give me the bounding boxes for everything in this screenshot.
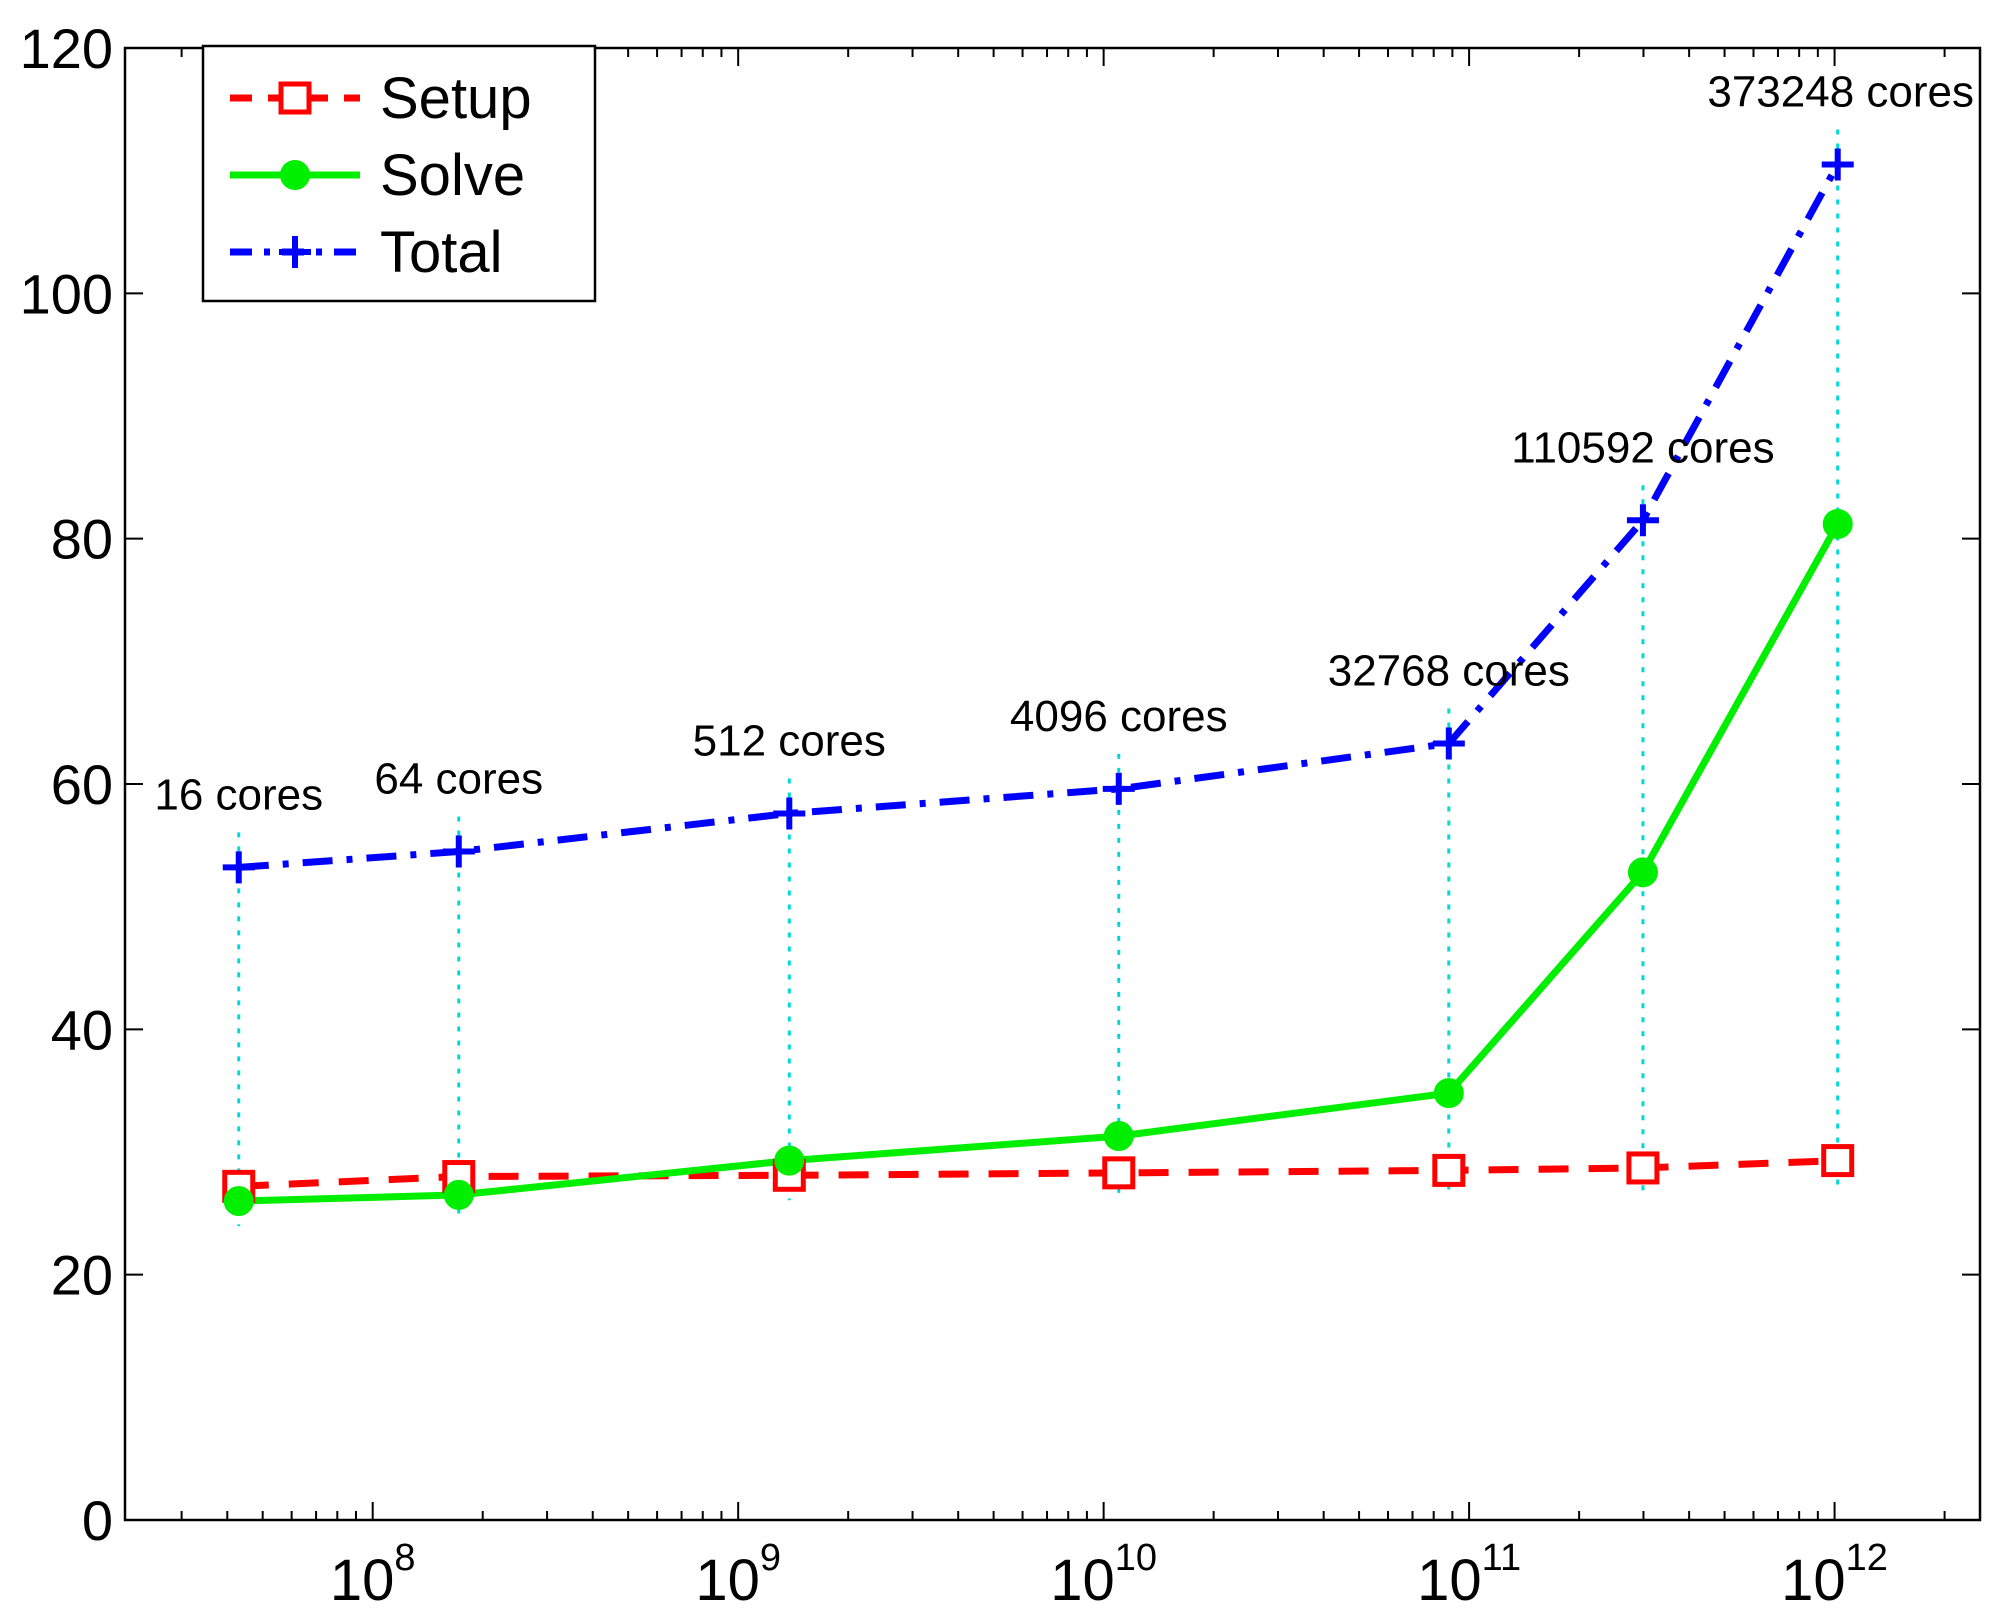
x-tick-label: 109	[695, 1537, 781, 1608]
solve-point	[1433, 1078, 1464, 1109]
total-point	[1626, 504, 1659, 537]
total-point	[222, 851, 255, 884]
x-tick-label: 1012	[1781, 1537, 1888, 1608]
axes: 0 20 40 60 80 100 120 108 109 1010 1011 1012	[20, 17, 1980, 1608]
series-markers	[222, 148, 1855, 1217]
legend: Setup Solve Total	[201, 44, 597, 303]
solve-point	[1103, 1121, 1134, 1152]
setup-point	[1626, 1151, 1660, 1185]
core-count-label: 110592 cores	[1511, 423, 1774, 472]
legend-solve-marker	[280, 160, 310, 190]
solve-point	[443, 1179, 474, 1210]
guide-lines	[237, 129, 1840, 1227]
total-point	[773, 797, 806, 830]
core-count-label: 512 cores	[693, 716, 886, 765]
y-tick-label: 80	[51, 508, 113, 571]
core-count-label: 373248 cores	[1707, 68, 1974, 117]
y-tick-label: 40	[51, 998, 113, 1061]
x-tick-label: 1010	[1050, 1537, 1157, 1608]
solve-point	[1822, 508, 1853, 539]
legend-solve-label: Solve	[380, 143, 525, 208]
y-tick-label: 20	[51, 1244, 113, 1307]
setup-series-line	[238, 1157, 1838, 1190]
x-tick-label: 108	[330, 1537, 416, 1608]
core-count-label: 32768 cores	[1328, 647, 1570, 696]
point-labels: 16 cores 64 cores 512 cores 4096 cores 32768…	[154, 68, 1974, 820]
setup-point	[1102, 1156, 1136, 1190]
core-count-label: 64 cores	[374, 754, 543, 803]
solve-point	[1627, 857, 1658, 888]
legend-total-marker	[279, 236, 311, 268]
setup-point	[1432, 1153, 1466, 1187]
series-lines	[238, 162, 1841, 1205]
solve-point	[223, 1186, 254, 1217]
core-count-label: 16 cores	[154, 770, 323, 819]
total-point	[1821, 148, 1854, 181]
total-point	[442, 835, 475, 868]
y-tick-label: 60	[51, 753, 113, 816]
core-count-label: 4096 cores	[1010, 692, 1228, 741]
setup-point	[1821, 1144, 1855, 1178]
solve-point	[774, 1145, 805, 1176]
legend-setup-label: Setup	[380, 66, 532, 131]
total-point	[1102, 772, 1135, 805]
total-point	[1432, 727, 1465, 760]
solve-series-line	[238, 522, 1841, 1205]
legend-total-label: Total	[380, 220, 503, 285]
y-tick-label: 100	[20, 262, 113, 325]
legend-setup-marker	[278, 81, 312, 115]
y-tick-label: 120	[20, 17, 113, 80]
y-tick-label: 0	[82, 1489, 113, 1552]
x-tick-label: 1011	[1417, 1537, 1521, 1608]
